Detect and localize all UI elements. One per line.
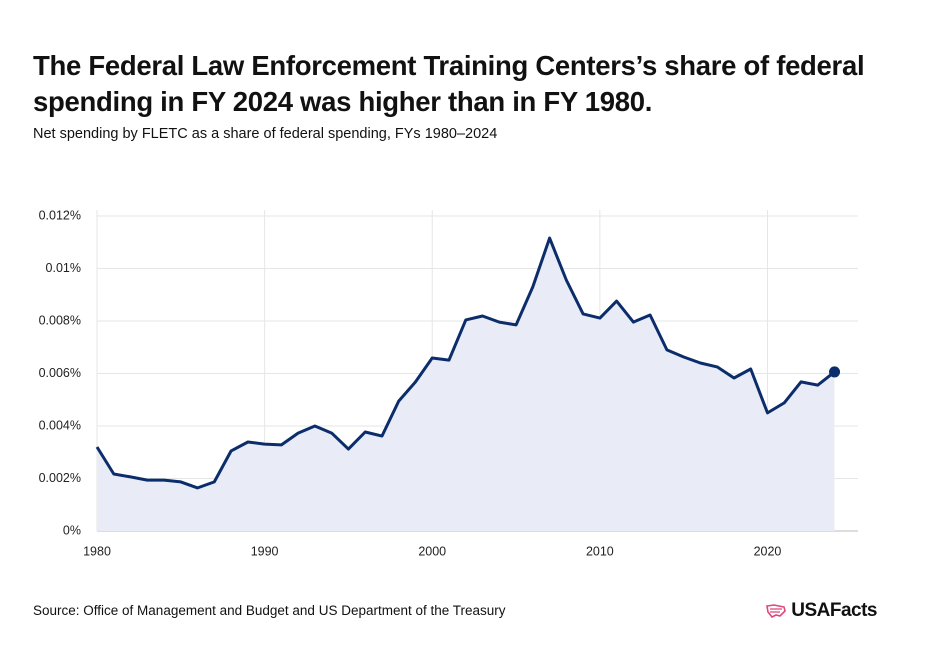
- x-tick-label: 2000: [418, 544, 446, 558]
- end-point: [829, 366, 841, 378]
- x-tick-label: 2020: [754, 544, 782, 558]
- x-tick-label: 1980: [83, 544, 111, 558]
- y-tick-label: 0.006%: [39, 366, 81, 380]
- chart-subtitle: Net spending by FLETC as a share of fede…: [33, 126, 498, 142]
- x-tick-label: 1990: [251, 544, 279, 558]
- line: [95, 236, 836, 490]
- y-tick-label: 0.004%: [39, 418, 81, 432]
- y-tick-label: 0%: [63, 523, 81, 537]
- brand-logo: USAFacts: [765, 600, 877, 622]
- x-tick-label: 2010: [586, 544, 614, 558]
- y-tick-label: 0.002%: [39, 471, 81, 485]
- logo-icon: [766, 604, 787, 619]
- chart-title: The Federal Law Enforcement Training Cen…: [33, 50, 865, 117]
- logo-text: USAFacts: [791, 600, 877, 621]
- y-tick-label: 0.01%: [46, 261, 81, 275]
- y-tick-label: 0.012%: [39, 208, 81, 222]
- source-note: Source: Office of Management and Budget …: [33, 603, 506, 618]
- y-tick-label: 0.008%: [39, 313, 81, 327]
- area: [97, 238, 835, 531]
